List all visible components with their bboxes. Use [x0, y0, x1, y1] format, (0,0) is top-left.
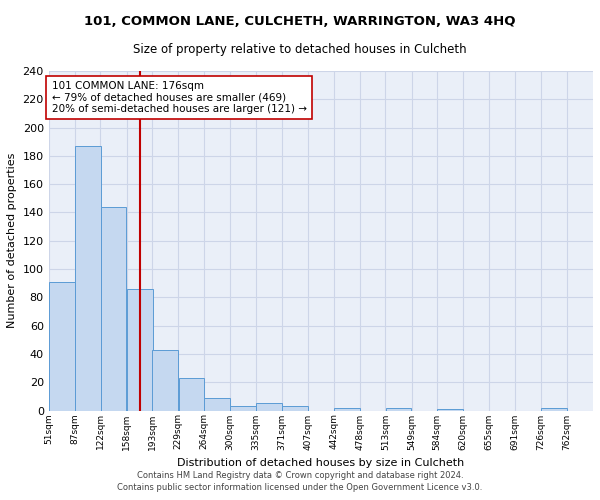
Bar	[152, 350, 178, 410]
Bar	[256, 404, 281, 410]
Bar	[541, 408, 566, 410]
Bar	[230, 406, 256, 410]
Bar	[75, 146, 101, 410]
Text: Contains HM Land Registry data © Crown copyright and database right 2024.
Contai: Contains HM Land Registry data © Crown c…	[118, 471, 482, 492]
Y-axis label: Number of detached properties: Number of detached properties	[7, 153, 17, 328]
Bar	[127, 289, 152, 410]
Text: 101, COMMON LANE, CULCHETH, WARRINGTON, WA3 4HQ: 101, COMMON LANE, CULCHETH, WARRINGTON, …	[84, 15, 516, 28]
Bar	[49, 282, 74, 410]
Bar	[204, 398, 230, 410]
Bar	[282, 406, 308, 410]
Text: Size of property relative to detached houses in Culcheth: Size of property relative to detached ho…	[133, 42, 467, 56]
X-axis label: Distribution of detached houses by size in Culcheth: Distribution of detached houses by size …	[177, 458, 464, 468]
Bar	[437, 409, 463, 410]
Bar	[179, 378, 205, 410]
Text: 101 COMMON LANE: 176sqm
← 79% of detached houses are smaller (469)
20% of semi-d: 101 COMMON LANE: 176sqm ← 79% of detache…	[52, 81, 307, 114]
Bar	[334, 408, 359, 410]
Bar	[101, 207, 127, 410]
Bar	[386, 408, 412, 410]
